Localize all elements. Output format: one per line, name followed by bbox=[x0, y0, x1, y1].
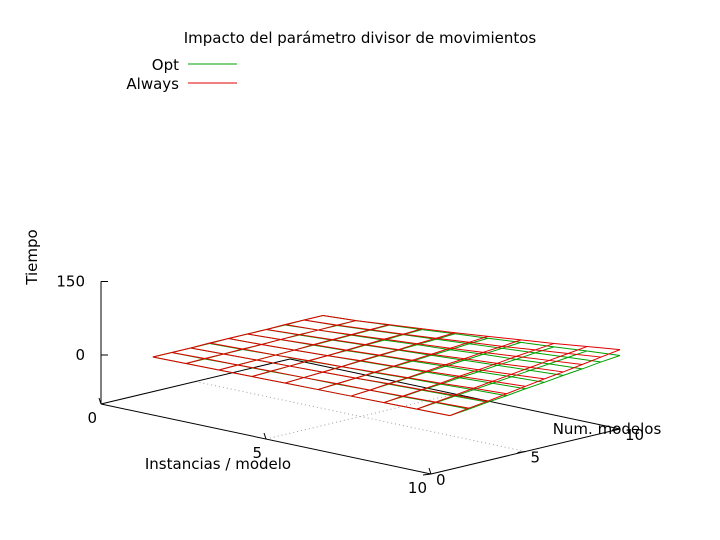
surface-line-x bbox=[228, 338, 526, 387]
surface-line-y bbox=[383, 342, 555, 404]
surface-line-x bbox=[266, 329, 564, 373]
surface-line-y bbox=[317, 335, 489, 391]
y-axis-label: Num. modelos bbox=[553, 420, 662, 438]
surface-line-y bbox=[185, 320, 357, 365]
surface-line-y bbox=[416, 346, 588, 410]
surface-line-y bbox=[218, 324, 390, 371]
y-tick-mark bbox=[517, 451, 526, 453]
surface-line-x bbox=[152, 356, 450, 417]
surface-line-y bbox=[251, 328, 423, 378]
x-tick-mark bbox=[428, 467, 432, 475]
surface-line-y bbox=[350, 339, 522, 397]
y-tick-label-0: 0 bbox=[436, 471, 446, 489]
base-back-edge bbox=[289, 358, 621, 430]
x-tick-mark bbox=[263, 432, 267, 440]
legend-label-opt: Opt bbox=[152, 56, 179, 74]
z-tick-label-1: 150 bbox=[56, 273, 85, 291]
y-tick-label-2: 10 bbox=[625, 426, 644, 444]
x-tick-label-0: 0 bbox=[87, 409, 97, 427]
ticks-group: 0 5 10 0 5 10 0 150 bbox=[56, 273, 644, 498]
surface-line-x bbox=[285, 324, 583, 365]
surface-line-y bbox=[449, 355, 621, 417]
surface-line-y bbox=[152, 315, 324, 358]
x-tick-label-2: 10 bbox=[408, 479, 427, 497]
surface-line-x bbox=[209, 342, 507, 395]
y-tick-label-1: 5 bbox=[531, 449, 541, 467]
surface-line-x bbox=[304, 319, 602, 358]
z-tick-label-0: 0 bbox=[75, 346, 85, 364]
y-tick-mark bbox=[422, 473, 432, 476]
legend-label-always: Always bbox=[126, 75, 179, 93]
surface-opt bbox=[152, 315, 621, 417]
gridline-y5 bbox=[195, 381, 526, 452]
surface-always bbox=[152, 315, 621, 417]
x-tick-label-1: 5 bbox=[252, 444, 262, 462]
surface-line-x bbox=[190, 347, 488, 402]
gridline-x5 bbox=[265, 393, 456, 440]
surface-line-x bbox=[322, 315, 621, 351]
surface-line-x bbox=[171, 352, 469, 409]
chart-title: Impacto del parámetro divisor de movimie… bbox=[184, 29, 537, 47]
surfaces-group bbox=[152, 315, 621, 417]
surface-line-y bbox=[449, 349, 621, 417]
z-axis-label: Tiempo bbox=[23, 229, 41, 285]
x-tick-mark bbox=[98, 397, 102, 405]
y-tick-mark bbox=[611, 428, 621, 431]
axes-group bbox=[100, 281, 621, 475]
y-axis-line-back bbox=[100, 358, 291, 405]
surface-line-y bbox=[416, 350, 588, 410]
surface-line-y bbox=[284, 332, 456, 384]
x-axis-label: Instancias / modelo bbox=[145, 455, 291, 473]
surface-line-x bbox=[247, 333, 545, 380]
